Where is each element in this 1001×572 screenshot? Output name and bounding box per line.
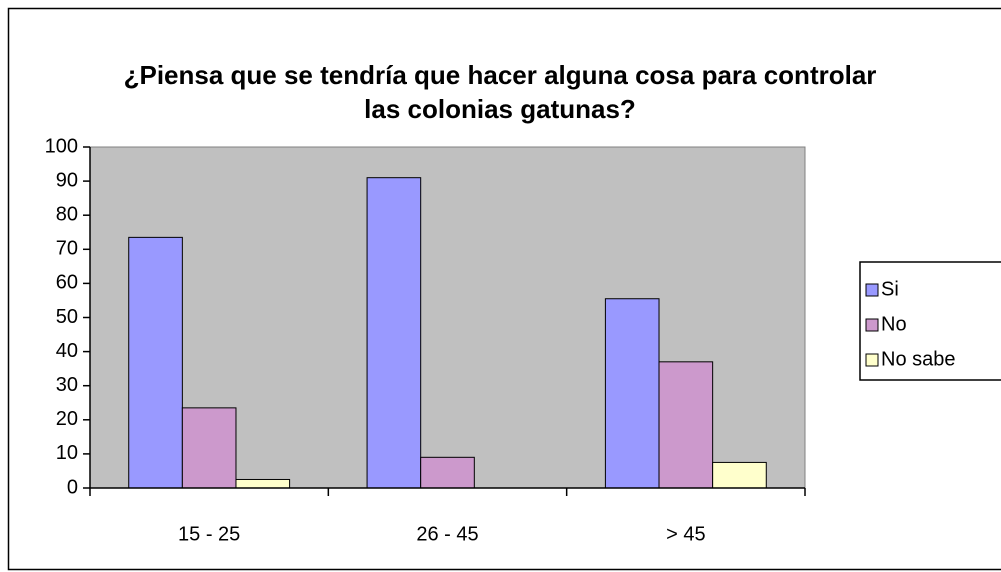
x-tick-label: 26 - 45 xyxy=(416,523,478,545)
legend-swatch xyxy=(865,318,879,332)
x-tick-label: 15 - 25 xyxy=(178,523,240,545)
legend-label: No xyxy=(881,313,907,335)
y-tick-label: 80 xyxy=(56,203,78,225)
y-tick-label: 30 xyxy=(56,374,78,396)
y-tick-label: 50 xyxy=(56,306,78,328)
x-tick-label: > 45 xyxy=(666,523,705,545)
bar xyxy=(181,407,237,489)
y-tick-label: 40 xyxy=(56,340,78,362)
bar xyxy=(366,177,422,489)
bar xyxy=(604,298,660,489)
bar xyxy=(658,361,714,489)
bar xyxy=(420,456,475,489)
legend-swatch xyxy=(865,283,879,297)
legend-label: Si xyxy=(881,278,899,300)
y-tick-label: 100 xyxy=(45,135,78,157)
bar xyxy=(235,478,291,489)
legend-swatch xyxy=(865,353,879,367)
y-tick-label: 0 xyxy=(67,476,78,498)
y-tick-label: 10 xyxy=(56,442,78,464)
bar xyxy=(128,236,183,489)
legend-box xyxy=(859,261,1001,381)
y-tick-label: 90 xyxy=(56,169,78,191)
y-tick-label: 70 xyxy=(56,238,78,260)
legend-label: No sabe xyxy=(881,348,956,370)
y-tick-label: 20 xyxy=(56,408,78,430)
chart-title: ¿Piensa que se tendría que hacer alguna … xyxy=(123,60,877,124)
bar xyxy=(712,461,767,489)
y-tick-label: 60 xyxy=(56,272,78,294)
